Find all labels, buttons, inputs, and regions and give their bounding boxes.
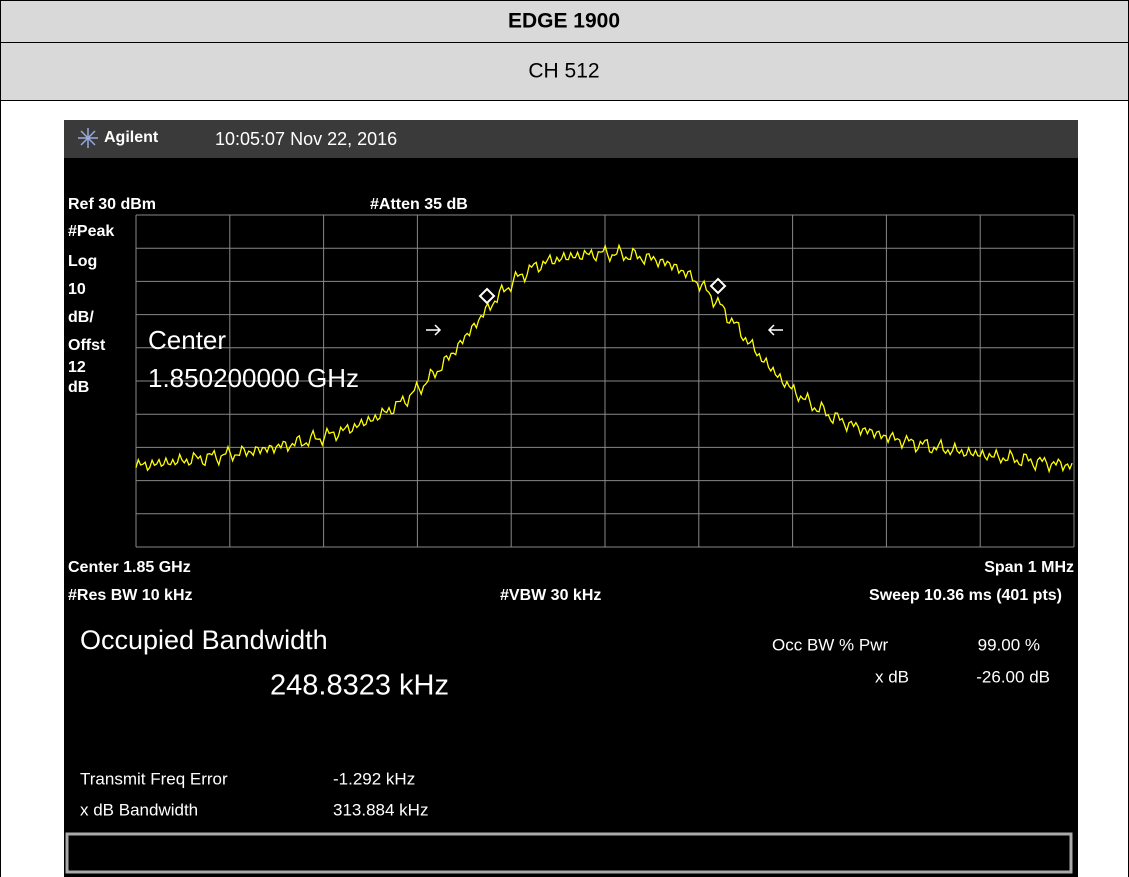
sweep: Sweep 10.36 ms (401 pts) bbox=[869, 587, 1062, 604]
marker bbox=[478, 287, 496, 305]
xdb-value: -26.00 dB bbox=[976, 667, 1050, 686]
marker bbox=[709, 277, 727, 295]
scale-label: dB bbox=[68, 379, 89, 396]
title: EDGE 1900 bbox=[508, 10, 620, 33]
occ-bw-value: 99.00 % bbox=[978, 635, 1040, 654]
scale-label: 12 bbox=[68, 359, 86, 376]
xdb-label: x dB bbox=[875, 667, 909, 686]
input-box bbox=[65, 832, 1073, 874]
screen-bg bbox=[64, 120, 1078, 877]
res-bw: #Res BW 10 kHz bbox=[68, 587, 193, 604]
scale-label: dB/ bbox=[68, 309, 94, 326]
measurement-value: 248.8323 kHz bbox=[270, 670, 449, 702]
occ-bw-label: Occ BW % Pwr bbox=[772, 635, 889, 654]
graticule bbox=[135, 214, 1075, 548]
arrow bbox=[767, 324, 783, 336]
center-overlay: Center bbox=[148, 325, 226, 355]
result-value: -1.292 kHz bbox=[333, 769, 415, 788]
arrow bbox=[426, 324, 442, 336]
scale-label: #Peak bbox=[68, 223, 114, 240]
result-label: Transmit Freq Error bbox=[80, 769, 228, 788]
result-value: 313.884 kHz bbox=[333, 800, 428, 819]
scale-label: 10 bbox=[68, 281, 86, 298]
scale-labels: #Peak Log 10 dB/Offst 12 dB bbox=[68, 223, 114, 396]
result-label: x dB Bandwidth bbox=[80, 800, 198, 819]
subtitle-row bbox=[0, 42, 1129, 101]
brand-logo bbox=[78, 128, 98, 148]
bw-arrows bbox=[426, 324, 783, 336]
center-overlay: 1.850200000 GHz bbox=[148, 363, 359, 393]
title-row bbox=[0, 0, 1129, 43]
subtitle: CH 512 bbox=[528, 60, 599, 83]
status-bar bbox=[64, 120, 1078, 158]
attenuation: #Atten 35 dB bbox=[370, 196, 468, 213]
analyzer-screen: Agilent 10:05:07 Nov 22, 2016 Ref 30 dBm… bbox=[64, 120, 1078, 877]
vbw: #VBW 30 kHz bbox=[500, 587, 601, 604]
markers bbox=[478, 277, 727, 305]
span: Span 1 MHz bbox=[984, 559, 1074, 576]
brand: Agilent bbox=[104, 129, 159, 146]
ref-level: Ref 30 dBm bbox=[68, 196, 156, 213]
trace bbox=[135, 243, 1073, 474]
timestamp: 10:05:07 Nov 22, 2016 bbox=[215, 129, 397, 149]
measurement-title: Occupied Bandwidth bbox=[80, 625, 328, 655]
scale-label: Offst bbox=[68, 337, 106, 354]
scale-label: Log bbox=[68, 253, 97, 270]
center-freq: Center 1.85 GHz bbox=[68, 559, 191, 576]
